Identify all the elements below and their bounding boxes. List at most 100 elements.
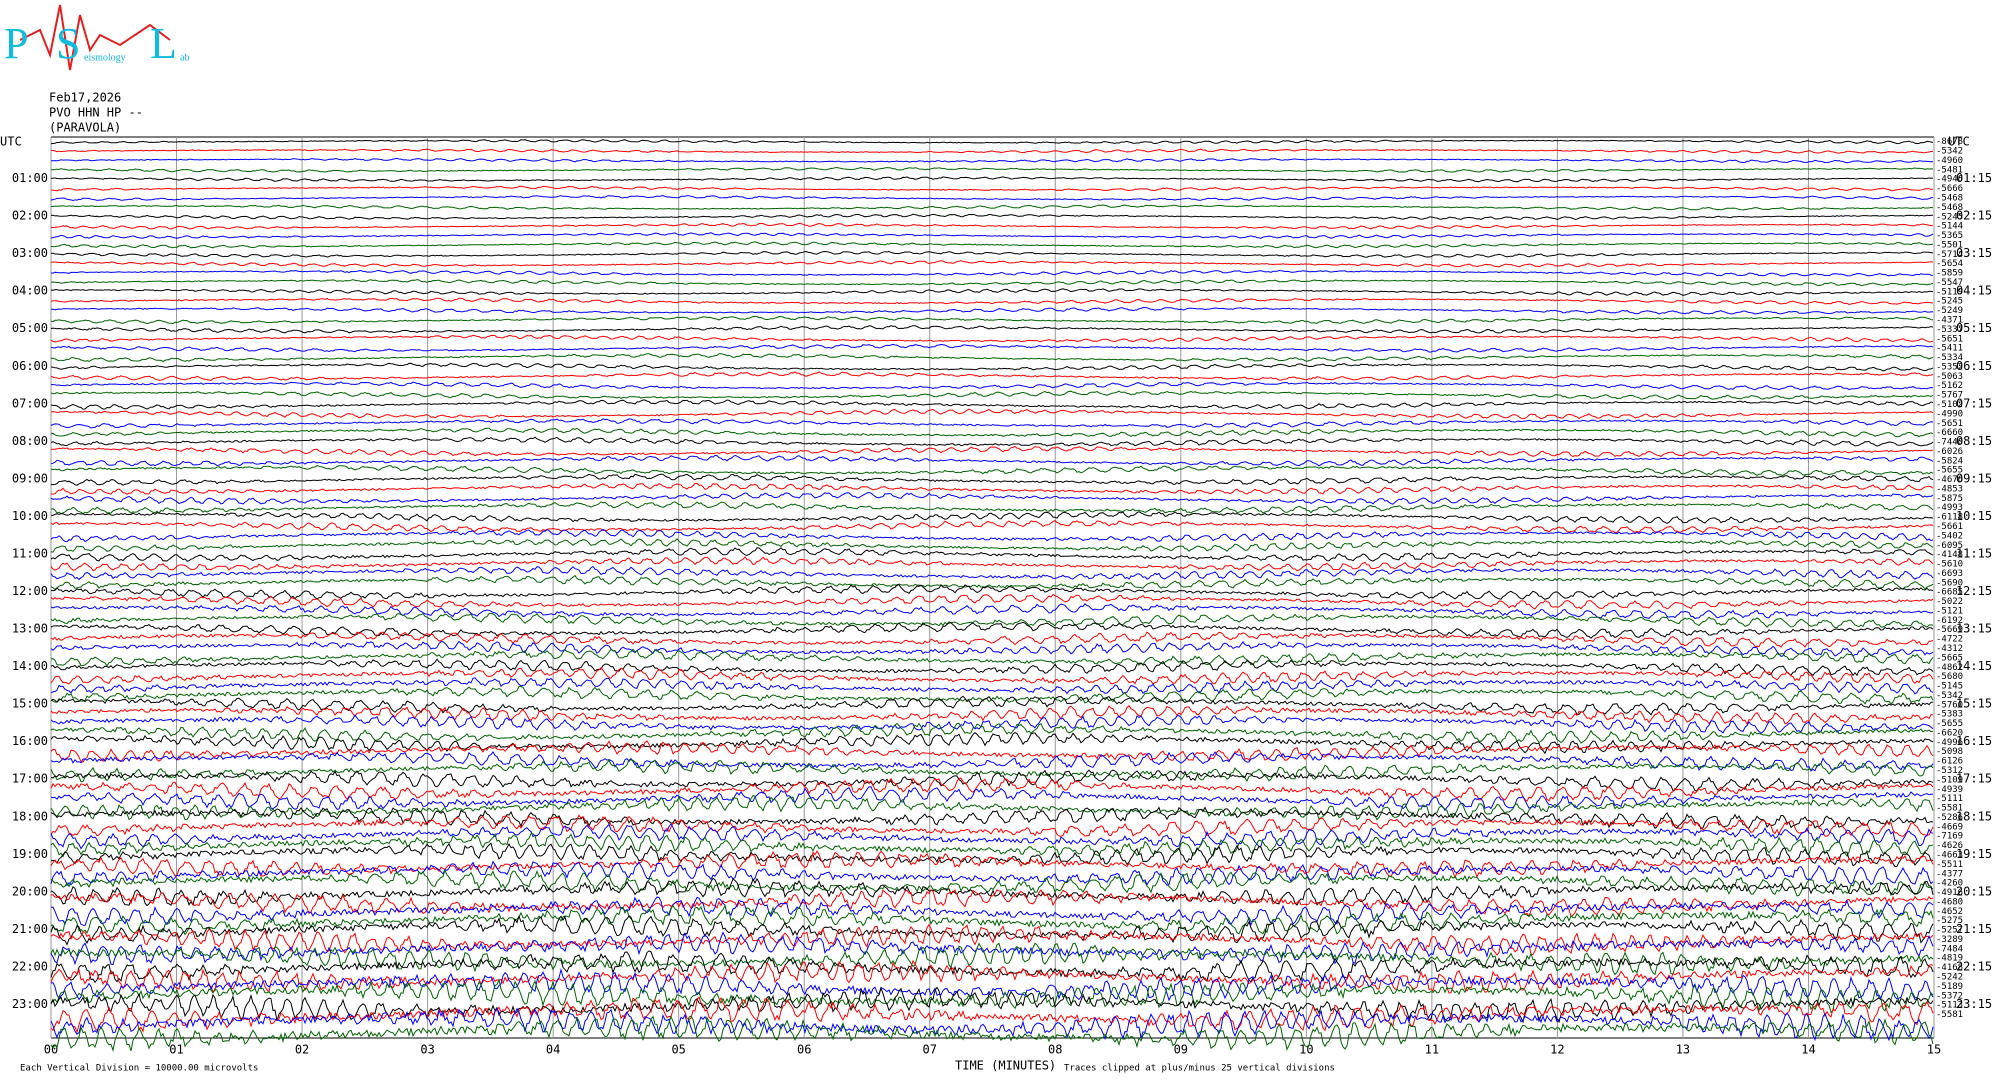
trace xyxy=(50,603,1934,620)
trace xyxy=(50,260,1934,268)
trace xyxy=(50,334,1934,343)
x-tick-label: 03 xyxy=(420,1043,434,1057)
trace xyxy=(50,166,1934,173)
hour-label: 18:00 xyxy=(12,809,48,823)
trace xyxy=(50,806,1934,830)
trace-offset: -8678 xyxy=(1936,137,1963,147)
trace-offset: -5402 xyxy=(1936,531,1963,541)
hour-label: 11:00 xyxy=(12,546,48,560)
hour-label-right: 12:15 xyxy=(1956,584,1992,598)
x-tick-label: 14 xyxy=(1801,1043,1815,1057)
trace-offset: -5337 xyxy=(1936,325,1963,335)
trace xyxy=(50,795,1934,821)
trace-offset: -5063 xyxy=(1936,372,1963,382)
trace xyxy=(50,823,1934,850)
trace xyxy=(50,241,1934,249)
trace xyxy=(50,465,1934,477)
trace xyxy=(50,860,1934,887)
trace-offset: -5342 xyxy=(1936,691,1963,701)
trace-offset: -4722 xyxy=(1936,635,1963,645)
trace-offset: -5121 xyxy=(1936,606,1963,616)
hour-label-right: 14:15 xyxy=(1956,659,1992,673)
hour-label: 07:00 xyxy=(12,396,48,410)
trace-offset: -5610 xyxy=(1936,560,1963,570)
hour-label: 03:00 xyxy=(12,246,48,260)
hour-label: 16:00 xyxy=(12,734,48,748)
trace xyxy=(50,297,1934,306)
trace-offset: -5669 xyxy=(1936,625,1963,635)
trace-offset: -5245 xyxy=(1936,212,1963,222)
trace-offset: -4819 xyxy=(1936,954,1963,964)
x-tick-label: 02 xyxy=(295,1043,309,1057)
trace xyxy=(50,677,1934,695)
clip-note: Traces clipped at plus/minus 25 vertical… xyxy=(1064,1064,1335,1074)
trace xyxy=(50,556,1934,572)
hour-label: 22:00 xyxy=(12,959,48,973)
station: PVO HHN HP -- xyxy=(49,106,143,120)
hour-label: 02:00 xyxy=(12,209,48,223)
trace-offset: -5581 xyxy=(1936,804,1963,814)
hour-label: 10:00 xyxy=(12,509,48,523)
trace xyxy=(50,648,1934,667)
hour-label: 09:00 xyxy=(12,471,48,485)
trace-offset: -5372 xyxy=(1936,991,1963,1001)
hour-label-right: 17:15 xyxy=(1956,772,1992,786)
hour-label-right: 04:15 xyxy=(1956,284,1992,298)
trace xyxy=(50,996,1934,1034)
utc-left: UTC xyxy=(0,135,22,149)
trace xyxy=(50,931,1934,966)
logo-wave xyxy=(19,4,171,71)
logo-letter: L xyxy=(150,19,177,68)
trace xyxy=(51,408,1934,420)
trace xyxy=(50,491,1934,505)
hour-label: 14:00 xyxy=(12,659,48,673)
trace-offset: -4939 xyxy=(1936,785,1963,795)
hour-label-right: 13:15 xyxy=(1956,622,1992,636)
trace-offset: -5511 xyxy=(1936,860,1963,870)
trace-offset: -5119 xyxy=(1936,287,1963,297)
trace xyxy=(50,427,1934,438)
hour-label-right: 02:15 xyxy=(1956,209,1992,223)
trace xyxy=(50,315,1934,325)
hour-label-right: 01:15 xyxy=(1956,171,1992,185)
hour-label: 21:00 xyxy=(12,922,48,936)
trace-offset: -6118 xyxy=(1936,513,1963,523)
trace xyxy=(50,501,1934,515)
hour-label-right: 21:15 xyxy=(1956,922,1992,936)
trace-offset: -5661 xyxy=(1936,522,1963,532)
trace-offset: -5581 xyxy=(1936,1010,1963,1020)
logo: P S L eismology ab xyxy=(4,4,189,71)
trace-offset: -5875 xyxy=(1936,494,1963,504)
trace xyxy=(50,640,1934,657)
trace-offset: -4946 xyxy=(1936,175,1963,185)
trace xyxy=(50,814,1934,837)
trace xyxy=(50,511,1934,524)
trace-offset: -3289 xyxy=(1936,935,1963,945)
x-tick-label: 07 xyxy=(923,1043,937,1057)
trace xyxy=(50,399,1934,410)
logo-word: eismology xyxy=(84,52,126,63)
trace xyxy=(50,565,1934,581)
trace xyxy=(51,381,1934,391)
trace-offset: -4377 xyxy=(1936,869,1963,879)
x-tick-label: 08 xyxy=(1048,1043,1062,1057)
hour-label: 19:00 xyxy=(12,847,48,861)
trace-offset: -6685 xyxy=(1936,588,1963,598)
trace xyxy=(50,832,1934,858)
trace xyxy=(50,942,1934,976)
trace-offset: -5275 xyxy=(1936,916,1963,926)
trace-offset: -5655 xyxy=(1936,466,1963,476)
trace xyxy=(50,390,1934,400)
trace xyxy=(50,986,1934,1024)
trace-offset: -6660 xyxy=(1936,428,1963,438)
hour-label: 04:00 xyxy=(12,284,48,298)
trace-offset: -4680 xyxy=(1936,897,1963,907)
trace xyxy=(50,868,1934,897)
logo-letter: P xyxy=(4,19,28,68)
hour-label-right: 20:15 xyxy=(1956,884,1992,898)
trace-offset: -5109 xyxy=(1936,775,1963,785)
utc-right: UTC xyxy=(1948,135,1970,149)
trace xyxy=(50,686,1934,705)
trace-offset: -5144 xyxy=(1936,222,1963,232)
hour-label: 05:00 xyxy=(12,321,48,335)
